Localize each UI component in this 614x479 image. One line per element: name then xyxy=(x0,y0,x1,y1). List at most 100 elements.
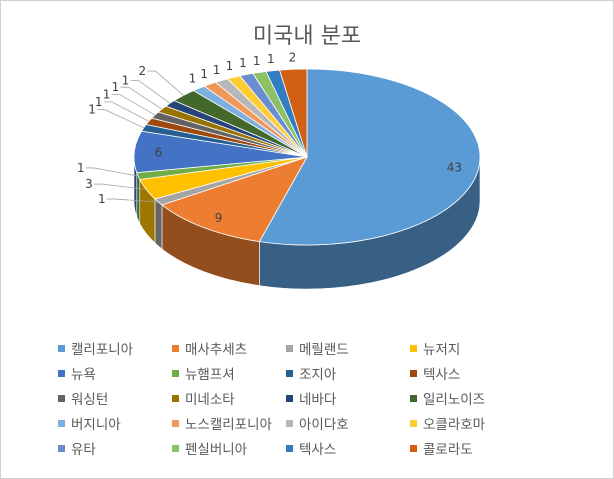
data-label-9: 1 xyxy=(103,87,111,101)
legend-label: 매사추세츠 xyxy=(185,342,248,358)
legend-swatch xyxy=(410,394,417,402)
legend-label: 뉴햄프셔 xyxy=(185,367,235,383)
data-label-5: 1 xyxy=(77,161,85,175)
data-label-16: 1 xyxy=(226,59,234,73)
data-label-20: 2 xyxy=(289,50,297,64)
pie-slice-1[interactable] xyxy=(258,68,481,246)
legend-label: 아이다호 xyxy=(299,417,349,433)
legend-label: 네바다 xyxy=(299,392,337,408)
pie-side-5 xyxy=(136,172,141,224)
legend-label: 버지니아 xyxy=(71,417,121,433)
pie-slice-20[interactable] xyxy=(279,68,308,158)
legend-item[interactable]: 네바다 xyxy=(286,388,336,408)
data-label-4: 3 xyxy=(85,177,93,191)
legend-swatch xyxy=(410,444,417,452)
leader-line-5 xyxy=(85,167,139,177)
pie-slices xyxy=(133,68,481,246)
legend-swatch xyxy=(58,369,65,377)
legend-swatch xyxy=(58,344,65,352)
data-label-12: 2 xyxy=(139,64,147,78)
data-label-13: 1 xyxy=(189,72,197,86)
legend-item[interactable]: 버지니아 xyxy=(58,413,121,433)
data-label-2: 9 xyxy=(215,211,223,225)
data-label-8: 1 xyxy=(95,95,103,109)
data-label-17: 1 xyxy=(239,56,247,70)
legend-swatch xyxy=(286,344,293,352)
leader-lines xyxy=(85,70,184,203)
legend-swatch xyxy=(286,419,293,427)
legend-swatch xyxy=(172,369,179,377)
legend-swatch xyxy=(58,394,65,402)
legend-item[interactable]: 캘리포니아 xyxy=(58,338,133,358)
legend-swatch xyxy=(410,344,417,352)
legend-swatch xyxy=(410,419,417,427)
legend-item[interactable]: 미네소타 xyxy=(172,388,235,408)
legend-item[interactable]: 아이다호 xyxy=(286,413,349,433)
chart-title: 미국내 분포 xyxy=(252,24,362,49)
leader-line-7 xyxy=(97,109,144,129)
legend-label: 조지아 xyxy=(299,367,337,383)
legend-label: 미네소타 xyxy=(185,392,235,408)
data-label-19: 1 xyxy=(267,52,275,66)
legend-label: 텍사스 xyxy=(299,442,337,458)
legend-item[interactable]: 매사추세츠 xyxy=(172,338,247,358)
legend-item[interactable]: 뉴저지 xyxy=(410,338,460,358)
leader-line-9 xyxy=(111,93,156,116)
legend-label: 뉴욕 xyxy=(71,367,96,383)
data-label-1: 43 xyxy=(447,160,462,174)
leader-line-12 xyxy=(147,70,184,96)
legend-swatch xyxy=(410,369,417,377)
legend-item[interactable]: 콜로라도 xyxy=(410,438,473,458)
legend-item[interactable]: 워싱턴 xyxy=(58,388,108,408)
data-label-7: 1 xyxy=(88,103,96,117)
data-label-14: 1 xyxy=(200,67,208,81)
legend-item[interactable]: 노스캘리포니아 xyxy=(172,413,272,433)
data-label-18: 1 xyxy=(253,54,261,68)
pie-side-3 xyxy=(154,198,163,250)
pie-slice-2[interactable] xyxy=(161,156,308,243)
legend-item[interactable]: 뉴햄프셔 xyxy=(172,363,235,383)
legend-swatch xyxy=(58,444,65,452)
legend-swatch xyxy=(172,444,179,452)
legend-label: 텍사스 xyxy=(423,367,461,383)
legend-label: 펜실버니아 xyxy=(185,442,248,458)
data-label-10: 1 xyxy=(112,80,120,94)
legend-item[interactable]: 오클라호마 xyxy=(410,413,485,433)
legend-swatch xyxy=(58,419,65,427)
legend-item[interactable]: 텍사스 xyxy=(410,363,460,383)
leader-line-11 xyxy=(130,80,171,104)
legend-item[interactable]: 조지아 xyxy=(286,363,336,383)
legend-swatch xyxy=(172,344,179,352)
legend-label: 노스캘리포니아 xyxy=(185,417,272,433)
legend-label: 오클라호마 xyxy=(423,417,486,433)
leader-line-10 xyxy=(120,86,163,110)
legend-swatch xyxy=(286,394,293,402)
legend-label: 일리노이즈 xyxy=(423,392,486,408)
data-label-6: 6 xyxy=(155,145,163,159)
legend-item[interactable]: 펜실버니아 xyxy=(172,438,247,458)
leader-line-8 xyxy=(103,101,150,122)
legend-label: 콜로라도 xyxy=(423,442,473,458)
data-label-15: 1 xyxy=(213,63,221,77)
legend-item[interactable]: 유타 xyxy=(58,438,96,458)
legend-label: 워싱턴 xyxy=(71,392,109,408)
legend-swatch xyxy=(172,394,179,402)
legend-item[interactable]: 일리노이즈 xyxy=(410,388,485,408)
legend-item[interactable]: 뉴욕 xyxy=(58,363,96,383)
legend-item[interactable]: 텍사스 xyxy=(286,438,336,458)
leader-line-4 xyxy=(93,183,147,190)
data-label-3: 1 xyxy=(98,192,106,206)
legend-swatch xyxy=(286,444,293,452)
legend-swatch xyxy=(172,419,179,427)
legend-label: 캘리포니아 xyxy=(71,342,134,358)
pie-sides xyxy=(133,156,481,290)
legend-label: 뉴저지 xyxy=(423,342,461,358)
leader-line-3 xyxy=(106,198,159,203)
legend-label: 메릴랜드 xyxy=(299,342,349,358)
legend-label: 유타 xyxy=(71,442,96,458)
data-label-11: 1 xyxy=(122,73,130,87)
legend-swatch xyxy=(286,369,293,377)
legend-item[interactable]: 메릴랜드 xyxy=(286,338,349,358)
